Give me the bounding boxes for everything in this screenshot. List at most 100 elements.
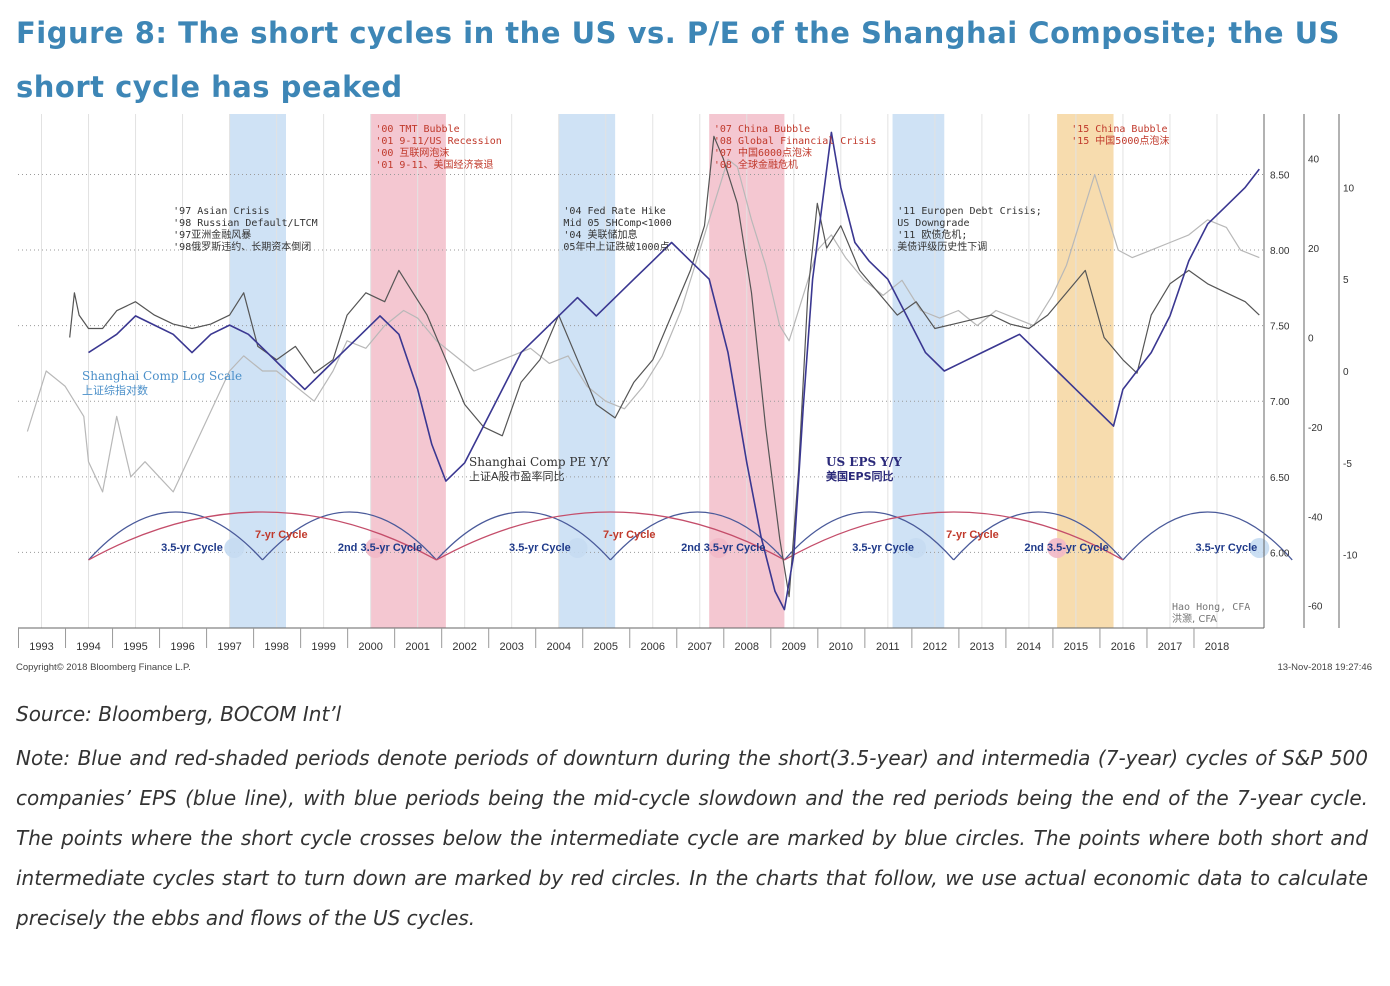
x-axis-label: 2001	[405, 641, 429, 653]
explanatory-note: Note: Blue and red-shaded periods denote…	[16, 746, 1368, 930]
long-cycle-arc	[436, 511, 785, 561]
cycle-label: 3.5-yr Cycle	[509, 542, 571, 554]
x-axis-label: 1996	[170, 641, 194, 653]
annotation-line: '98 Russian Default/LTCM	[173, 218, 318, 229]
x-axis-label: 2017	[1158, 641, 1182, 653]
axes: 1993 1994 1995 1996 1997 1998 1999 2000 2001 2002…	[18, 114, 1358, 653]
x-axis-label: 2014	[1017, 641, 1041, 653]
eps-axis-label: -5	[1343, 459, 1352, 470]
x-axis-label: 1994	[76, 641, 100, 653]
shaded-period-orange	[1057, 114, 1114, 628]
annotation-line: '07 中国6000点泡沫	[714, 146, 812, 159]
eps-axis-label: 5	[1343, 275, 1349, 286]
pe-axis-label: 40	[1308, 155, 1320, 166]
short-cycle-arc	[262, 511, 437, 561]
x-axis-label: 2000	[358, 641, 382, 653]
x-axis-label: 2015	[1064, 641, 1088, 653]
x-axis-label: 2018	[1205, 641, 1229, 653]
blue-circle-marker	[224, 537, 245, 558]
annotation-line: '00 互联网泡沫	[375, 146, 449, 159]
series-us-eps	[88, 131, 1260, 611]
pe-axis-label: -40	[1308, 512, 1323, 523]
annotation-line: 05年中上证跌破1000点	[563, 240, 669, 253]
pe-axis-label: 0	[1308, 333, 1314, 344]
cycle-label: 7-yr Cycle	[255, 529, 308, 541]
series-label-shanghai-pe-cn: 上证A股市盈率同比	[469, 469, 565, 483]
figure-title: Figure 8: The short cycles in the US vs.…	[16, 16, 1341, 104]
annotation-line: '04 美联储加息	[563, 228, 637, 241]
cycle-label: 2nd 3.5-yr Cycle	[681, 542, 765, 554]
pe-axis-label: -60	[1308, 602, 1323, 613]
annotation-line: '15 中国5000点泡沫	[1071, 134, 1169, 147]
author-cn: 洪灏, CFA	[1172, 613, 1217, 625]
eps-axis-label: 0	[1343, 367, 1349, 378]
x-axis-label: 2007	[688, 641, 712, 653]
x-axis-label: 2009	[782, 641, 806, 653]
annotation-line: '08 全球金融危机	[714, 158, 798, 171]
annotation-line: '07 China Bubble	[714, 124, 810, 135]
cycle-label: 7-yr Cycle	[946, 529, 999, 541]
x-axis-label: 2005	[593, 641, 617, 653]
series-label-shanghai-log-cn: 上证综指对数	[82, 383, 148, 397]
short-cycle-arc	[1122, 511, 1293, 561]
cycle-labels: 3.5-yr Cycle 7-yr Cycle 2nd 3.5-yr Cycle 3.…	[161, 529, 1257, 554]
annotation-line: '00 TMT Bubble	[375, 124, 459, 135]
cycle-label: 7-yr Cycle	[603, 529, 656, 541]
series-label-shanghai-pe-en: Shanghai Comp PE Y/Y	[469, 455, 611, 469]
blue-circle-marker	[906, 537, 927, 558]
source-note: Source: Bloomberg, BOCOM Int’l	[16, 702, 342, 726]
annotation-line: '11 欧债危机;	[897, 228, 967, 241]
annotation-line: Mid 05 SHComp<1000	[563, 218, 671, 229]
annotation-line: '08 Global Financial Crisis	[714, 136, 877, 147]
chart-svg: '97 Asian Crisis'98 Russian Default/LTCM…	[14, 108, 1376, 676]
log-axis-label: 8.00	[1270, 246, 1290, 257]
short-cycle-arc	[953, 511, 1124, 561]
x-axis-label: 1999	[311, 641, 335, 653]
copyright: Copyright© 2018 Bloomberg Finance L.P.	[16, 662, 191, 673]
x-axis-label: 1998	[264, 641, 288, 653]
x-axis-label: 2013	[970, 641, 994, 653]
x-axis-label: 1995	[123, 641, 147, 653]
log-axis-label: 6.00	[1270, 548, 1290, 559]
short-cycle-arc	[609, 511, 785, 561]
short-cycle-arc	[88, 511, 263, 561]
annotation-line: '15 China Bubble	[1071, 124, 1167, 135]
eps-axis-label: -10	[1343, 551, 1358, 562]
red-circle-marker	[708, 537, 729, 558]
annotation-line: US Downgrade	[897, 218, 969, 229]
x-axis-label: 2004	[546, 641, 570, 653]
red-circle-marker	[365, 537, 386, 558]
log-axis-label: 8.50	[1270, 170, 1290, 181]
cycle-arcs	[88, 511, 1293, 561]
eps-axis-label: 10	[1343, 183, 1355, 194]
annotation-line: '97 Asian Crisis	[173, 206, 269, 217]
x-axis-label: 2011	[876, 641, 900, 653]
chart-image: '97 Asian Crisis '98 Russian Default/LTCM…	[14, 108, 1376, 676]
series-label-shanghai-log-en: Shanghai Comp Log Scale	[82, 369, 242, 383]
x-axis-label: 2006	[641, 641, 665, 653]
annotation-line: 美债评级历史性下调	[897, 240, 987, 253]
series-lines	[26, 131, 1260, 611]
x-axis-label: 2002	[452, 641, 476, 653]
x-axis-label: 2012	[923, 641, 947, 653]
author-en: Hao Hong, CFA	[1172, 602, 1250, 613]
cycle-label: 3.5-yr Cycle	[852, 542, 914, 554]
cycle-label: 3.5-yr Cycle	[1196, 542, 1258, 554]
annotation-line: '98俄罗斯违约、长期资本倒闭	[173, 240, 311, 253]
annotation-line: '04 Fed Rate Hike	[563, 206, 665, 217]
series-shanghai-log	[26, 158, 1260, 493]
short-cycle-arc	[783, 511, 955, 561]
chart-background	[14, 108, 1376, 676]
timestamp: 13-Nov-2018 19:27:46	[1277, 662, 1372, 673]
blue-circle-marker	[567, 537, 588, 558]
cycle-label: 2nd 3.5-yr Cycle	[338, 542, 422, 554]
x-axis-label: 1993	[29, 641, 53, 653]
x-axis-label: 2003	[499, 641, 523, 653]
series-label-us-eps-cn: 美国EPS同比	[826, 469, 894, 483]
cycle-label: 2nd 3.5-yr Cycle	[1024, 542, 1108, 554]
long-cycle-arc	[784, 511, 1124, 561]
log-axis-label: 6.50	[1270, 473, 1290, 484]
annotation-line: '97亚洲金融风暴	[173, 228, 251, 241]
annotation-line: '01 9-11/US Recession	[375, 136, 501, 147]
cycle-label: 3.5-yr Cycle	[161, 542, 223, 554]
